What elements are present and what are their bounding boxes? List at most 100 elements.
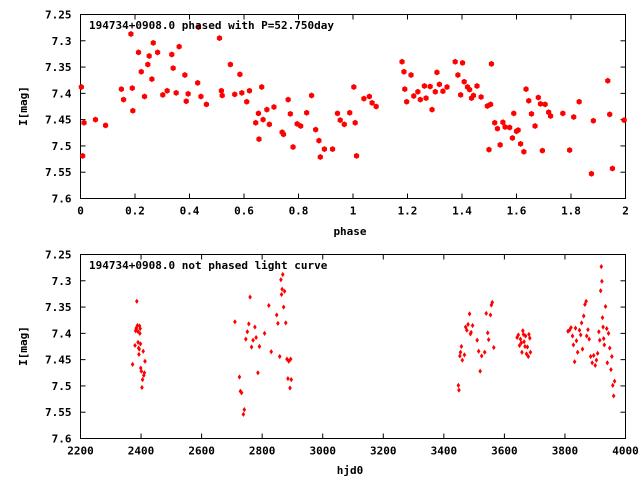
data-point — [429, 106, 435, 113]
data-point — [599, 263, 604, 270]
data-point — [351, 84, 357, 91]
data-point — [455, 71, 461, 78]
y-tick-label: 7.35 — [45, 301, 72, 314]
data-point — [621, 117, 627, 124]
data-point — [523, 333, 528, 339]
data-point — [600, 314, 605, 321]
chart-title: 194734+0908.0 not phased light curve — [89, 259, 328, 272]
data-point — [287, 110, 293, 117]
data-point — [470, 322, 475, 329]
x-tick-label: 2 — [622, 205, 629, 218]
data-point — [581, 313, 586, 319]
data-point — [118, 86, 124, 93]
x-tick-label: 2600 — [188, 445, 215, 458]
data-point — [347, 109, 353, 116]
x-tick-label: 1.2 — [398, 205, 418, 218]
data-point — [515, 334, 519, 341]
data-point — [491, 344, 496, 351]
data-point — [457, 387, 461, 393]
data-point — [528, 335, 532, 341]
data-point — [432, 88, 438, 95]
data-point — [138, 68, 144, 75]
x-tick-label: 3600 — [491, 445, 518, 458]
data-point — [486, 146, 492, 153]
data-point — [137, 351, 141, 357]
data-point — [586, 327, 590, 333]
x-tick-label: 3000 — [309, 445, 336, 458]
data-point — [465, 327, 469, 333]
y-tick-label: 7.5 — [52, 140, 72, 153]
x-tick-label: 0.4 — [180, 205, 200, 218]
data-point — [575, 349, 580, 355]
data-point — [479, 353, 484, 359]
data-point — [276, 320, 280, 326]
data-point — [584, 333, 589, 339]
y-tick-label: 7.45 — [45, 114, 72, 127]
data-point — [466, 321, 470, 328]
x-tick-label: 1 — [350, 205, 357, 218]
data-point — [128, 30, 134, 37]
data-point — [607, 111, 613, 118]
data-point — [185, 90, 191, 97]
data-point — [253, 324, 257, 330]
data-point — [588, 353, 593, 360]
data-point — [484, 310, 489, 316]
x-tick-label: 1.4 — [452, 205, 472, 218]
data-point — [246, 87, 253, 94]
data-point — [590, 360, 594, 366]
data-point — [427, 83, 433, 90]
y-tick-label: 7.5 — [52, 380, 72, 393]
data-point — [280, 271, 285, 278]
data-point — [459, 59, 466, 66]
data-point — [591, 352, 596, 359]
data-point — [260, 116, 266, 123]
data-point — [285, 96, 291, 103]
data-point — [597, 329, 601, 335]
data-point — [584, 298, 588, 304]
data-point — [502, 124, 508, 130]
tick-marks — [80, 254, 626, 439]
x-tick-label: 0.6 — [234, 205, 254, 218]
data-point — [515, 127, 521, 134]
y-axis-label: I[mag] — [17, 326, 30, 366]
data-point — [570, 333, 575, 339]
data-point — [609, 165, 616, 172]
y-tick-label: 7.3 — [52, 275, 72, 288]
data-point — [216, 35, 223, 42]
data-point — [133, 342, 137, 349]
data-point — [257, 343, 262, 350]
data-point — [352, 119, 358, 126]
data-point — [492, 119, 498, 126]
y-tick-labels: 7.25 7.3 7.35 7.4 7.45 7.5 7.55 7.6 — [45, 249, 72, 446]
data-point — [478, 94, 484, 101]
data-point — [141, 372, 146, 379]
y-tick-labels: 7.25 7.3 7.35 7.4 7.45 7.5 7.55 7.6 — [45, 9, 72, 206]
data-point — [526, 353, 531, 360]
data-point — [476, 348, 481, 354]
data-point — [160, 91, 166, 98]
data-point — [458, 91, 464, 98]
data-point — [461, 78, 467, 85]
data-point — [170, 65, 176, 72]
data-point — [399, 58, 405, 65]
x-axis-label: hjd0 — [337, 464, 364, 477]
data-point — [467, 311, 472, 317]
x-tick-label: 2400 — [128, 445, 155, 458]
data-point — [169, 51, 175, 58]
data-point — [605, 360, 610, 366]
data-point — [262, 330, 267, 336]
data-point — [535, 94, 541, 101]
data-point — [102, 122, 109, 129]
data-point — [136, 339, 140, 345]
data-point — [595, 350, 600, 356]
data-point — [183, 98, 189, 105]
data-point — [176, 43, 182, 50]
data-point — [519, 340, 524, 346]
data-point — [232, 91, 238, 98]
data-point — [134, 325, 139, 331]
data-point — [469, 329, 473, 335]
data-point — [288, 385, 292, 391]
data-point — [135, 328, 140, 334]
data-point — [460, 357, 465, 363]
data-point — [436, 81, 442, 88]
